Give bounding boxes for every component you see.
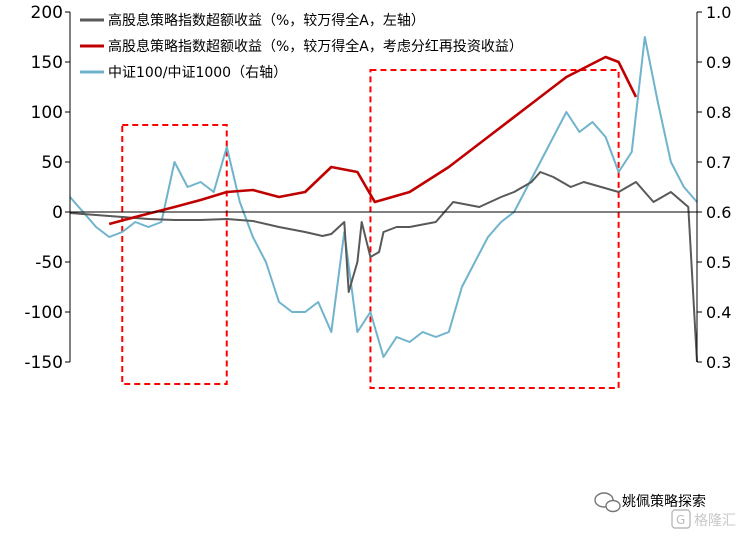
y-tick-label-right: 0.4 [706,303,731,322]
legend-label-3: 中证100/中证1000（右轴） [108,65,287,81]
legend: 高股息策略指数超额收益（%，较万得全A，左轴） 高股息策略指数超额收益（%，较万得… [80,12,523,81]
y-tick-label-left: -150 [24,353,63,373]
axes: 200 150 100 50 0 -50 -100 -150 1.0 0.9 0.8 0.7 0.6 0.… [24,3,731,373]
highlight-box-1 [121,124,228,385]
y-tick-label-right: 0.3 [706,353,731,372]
y-tick-label-right: 0.8 [706,103,731,122]
series-line-2 [108,55,638,226]
highlight-box-2 [369,69,620,389]
svg-text:G: G [676,513,685,527]
watermark-logo-text: 格隆汇 [694,513,736,529]
y-tick-label-right: 1.0 [706,3,731,22]
y-tick-label-right: 0.6 [706,203,731,222]
y-tick-label-left: 50 [41,153,63,173]
legend-label-1: 高股息策略指数超额收益（%，较万得全A，左轴） [108,12,425,29]
y-tick-label-left: -100 [24,303,63,323]
y-tick-label-left: 0 [52,203,63,223]
y-tick-label-left: 150 [31,53,63,73]
wechat-icon [594,492,621,513]
y-tick-label-left: -50 [35,253,63,273]
series-line-1 [69,171,698,363]
watermark-text: 姚佩策略探索 [622,493,706,510]
y-tick-label-right: 0.5 [706,253,731,272]
watermark: 姚佩策略探索 G 格隆汇 [594,492,736,529]
series-lines [69,36,698,363]
y-tick-label-right: 0.9 [706,53,731,72]
y-tick-label-left: 200 [31,3,63,23]
series-line-3 [69,36,698,358]
legend-label-2: 高股息策略指数超额收益（%，较万得全A，考虑分红再投资收益） [108,38,523,55]
y-tick-label-left: 100 [31,103,63,123]
annotations [121,69,620,389]
y-tick-label-right: 0.7 [706,153,731,172]
gelonghui-logo: G [671,509,691,529]
